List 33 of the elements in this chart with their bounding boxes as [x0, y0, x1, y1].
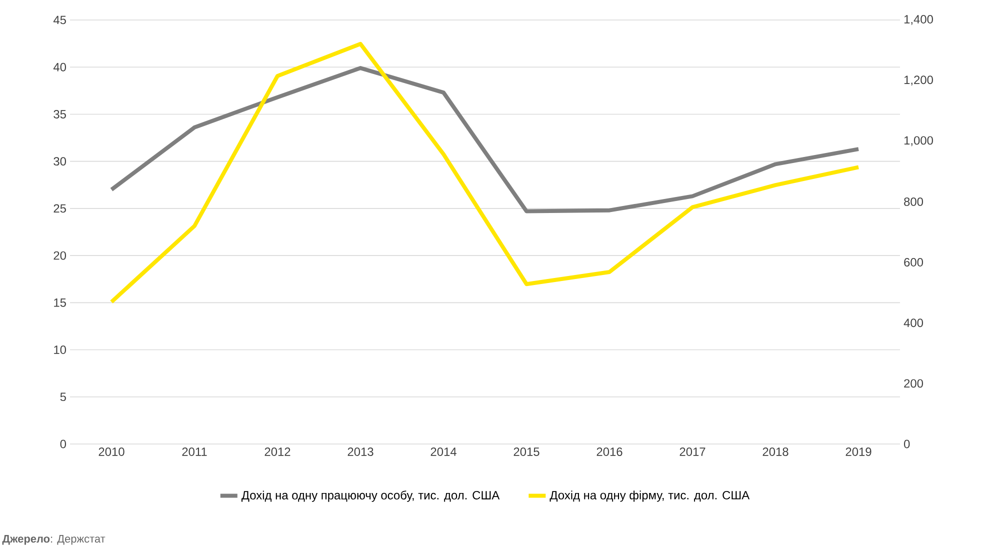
- x-tick-label: 2015: [514, 448, 540, 456]
- text: Джерело: Держстат: [2, 534, 106, 545]
- line-series: [110, 42, 861, 304]
- x-tick-label: 2011: [182, 448, 207, 456]
- x-tick-label: 2016: [596, 448, 622, 456]
- y2-tick-label: 1,400: [904, 15, 933, 25]
- y-tick-label: 5: [60, 392, 66, 402]
- x-tick-label: 2010: [98, 448, 124, 456]
- y2-tick-label: 800: [904, 197, 924, 206]
- legend-label: Дохід на одну фірму, тис. дол. США: [550, 490, 750, 502]
- y-tick-label: 25: [54, 204, 66, 213]
- y2-tick-label: 1,000: [904, 136, 933, 146]
- y2-tick-label: 600: [904, 258, 924, 267]
- x-tick-label: 2013: [348, 448, 374, 456]
- y-tick-label: 15: [54, 298, 66, 307]
- legend-label: Дохід на одну працюючу особу, тис. дол. США: [241, 490, 500, 502]
- y-tick-label: 10: [54, 346, 66, 354]
- y-tick-label: 30: [54, 157, 66, 166]
- x-tick-label: 2014: [430, 448, 456, 456]
- y-tick-label: 45: [53, 16, 66, 24]
- x-tick-label: 2018: [762, 448, 788, 456]
- y-tick-label: 35: [54, 110, 66, 118]
- y2-tick-label: 0: [904, 440, 910, 448]
- x-tick-label: 2017: [680, 448, 706, 456]
- x-tick-label: 2019: [846, 448, 872, 456]
- y2-tick-label: 200: [904, 379, 924, 388]
- y-tick-label: 40: [53, 62, 66, 72]
- y-tick-label: 0: [60, 440, 66, 448]
- y2-tick-label: 400: [904, 318, 924, 328]
- y2-tick-label: 1,200: [904, 76, 933, 86]
- line-series: [110, 66, 861, 214]
- y-tick-label: 20: [54, 251, 66, 260]
- x-tick-label: 2012: [264, 448, 290, 456]
